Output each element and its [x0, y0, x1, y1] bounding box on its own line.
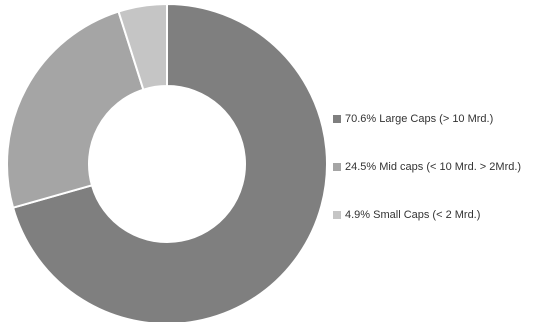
legend-label-large-caps: 70.6% Large Caps (> 10 Mrd.) [345, 113, 494, 125]
donut-slice-small-caps [117, 2, 168, 91]
chart-legend: 70.6% Large Caps (> 10 Mrd.) 24.5% Mid c… [333, 95, 521, 239]
legend-swatch-mid-caps [333, 163, 341, 171]
legend-label-mid-caps: 24.5% Mid caps (< 10 Mrd. > 2Mrd.) [345, 161, 522, 173]
donut-slice-mid-caps [6, 10, 145, 209]
legend-swatch-large-caps [333, 115, 341, 123]
legend-item-large-caps: 70.6% Large Caps (> 10 Mrd.) [333, 95, 521, 143]
legend-swatch-small-caps [333, 211, 341, 219]
donut-slice-large-caps [11, 2, 328, 322]
legend-item-mid-caps: 24.5% Mid caps (< 10 Mrd. > 2Mrd.) [333, 143, 521, 191]
legend-item-small-caps: 4.9% Small Caps (< 2 Mrd.) [333, 191, 521, 239]
legend-label-small-caps: 4.9% Small Caps (< 2 Mrd.) [345, 209, 481, 221]
